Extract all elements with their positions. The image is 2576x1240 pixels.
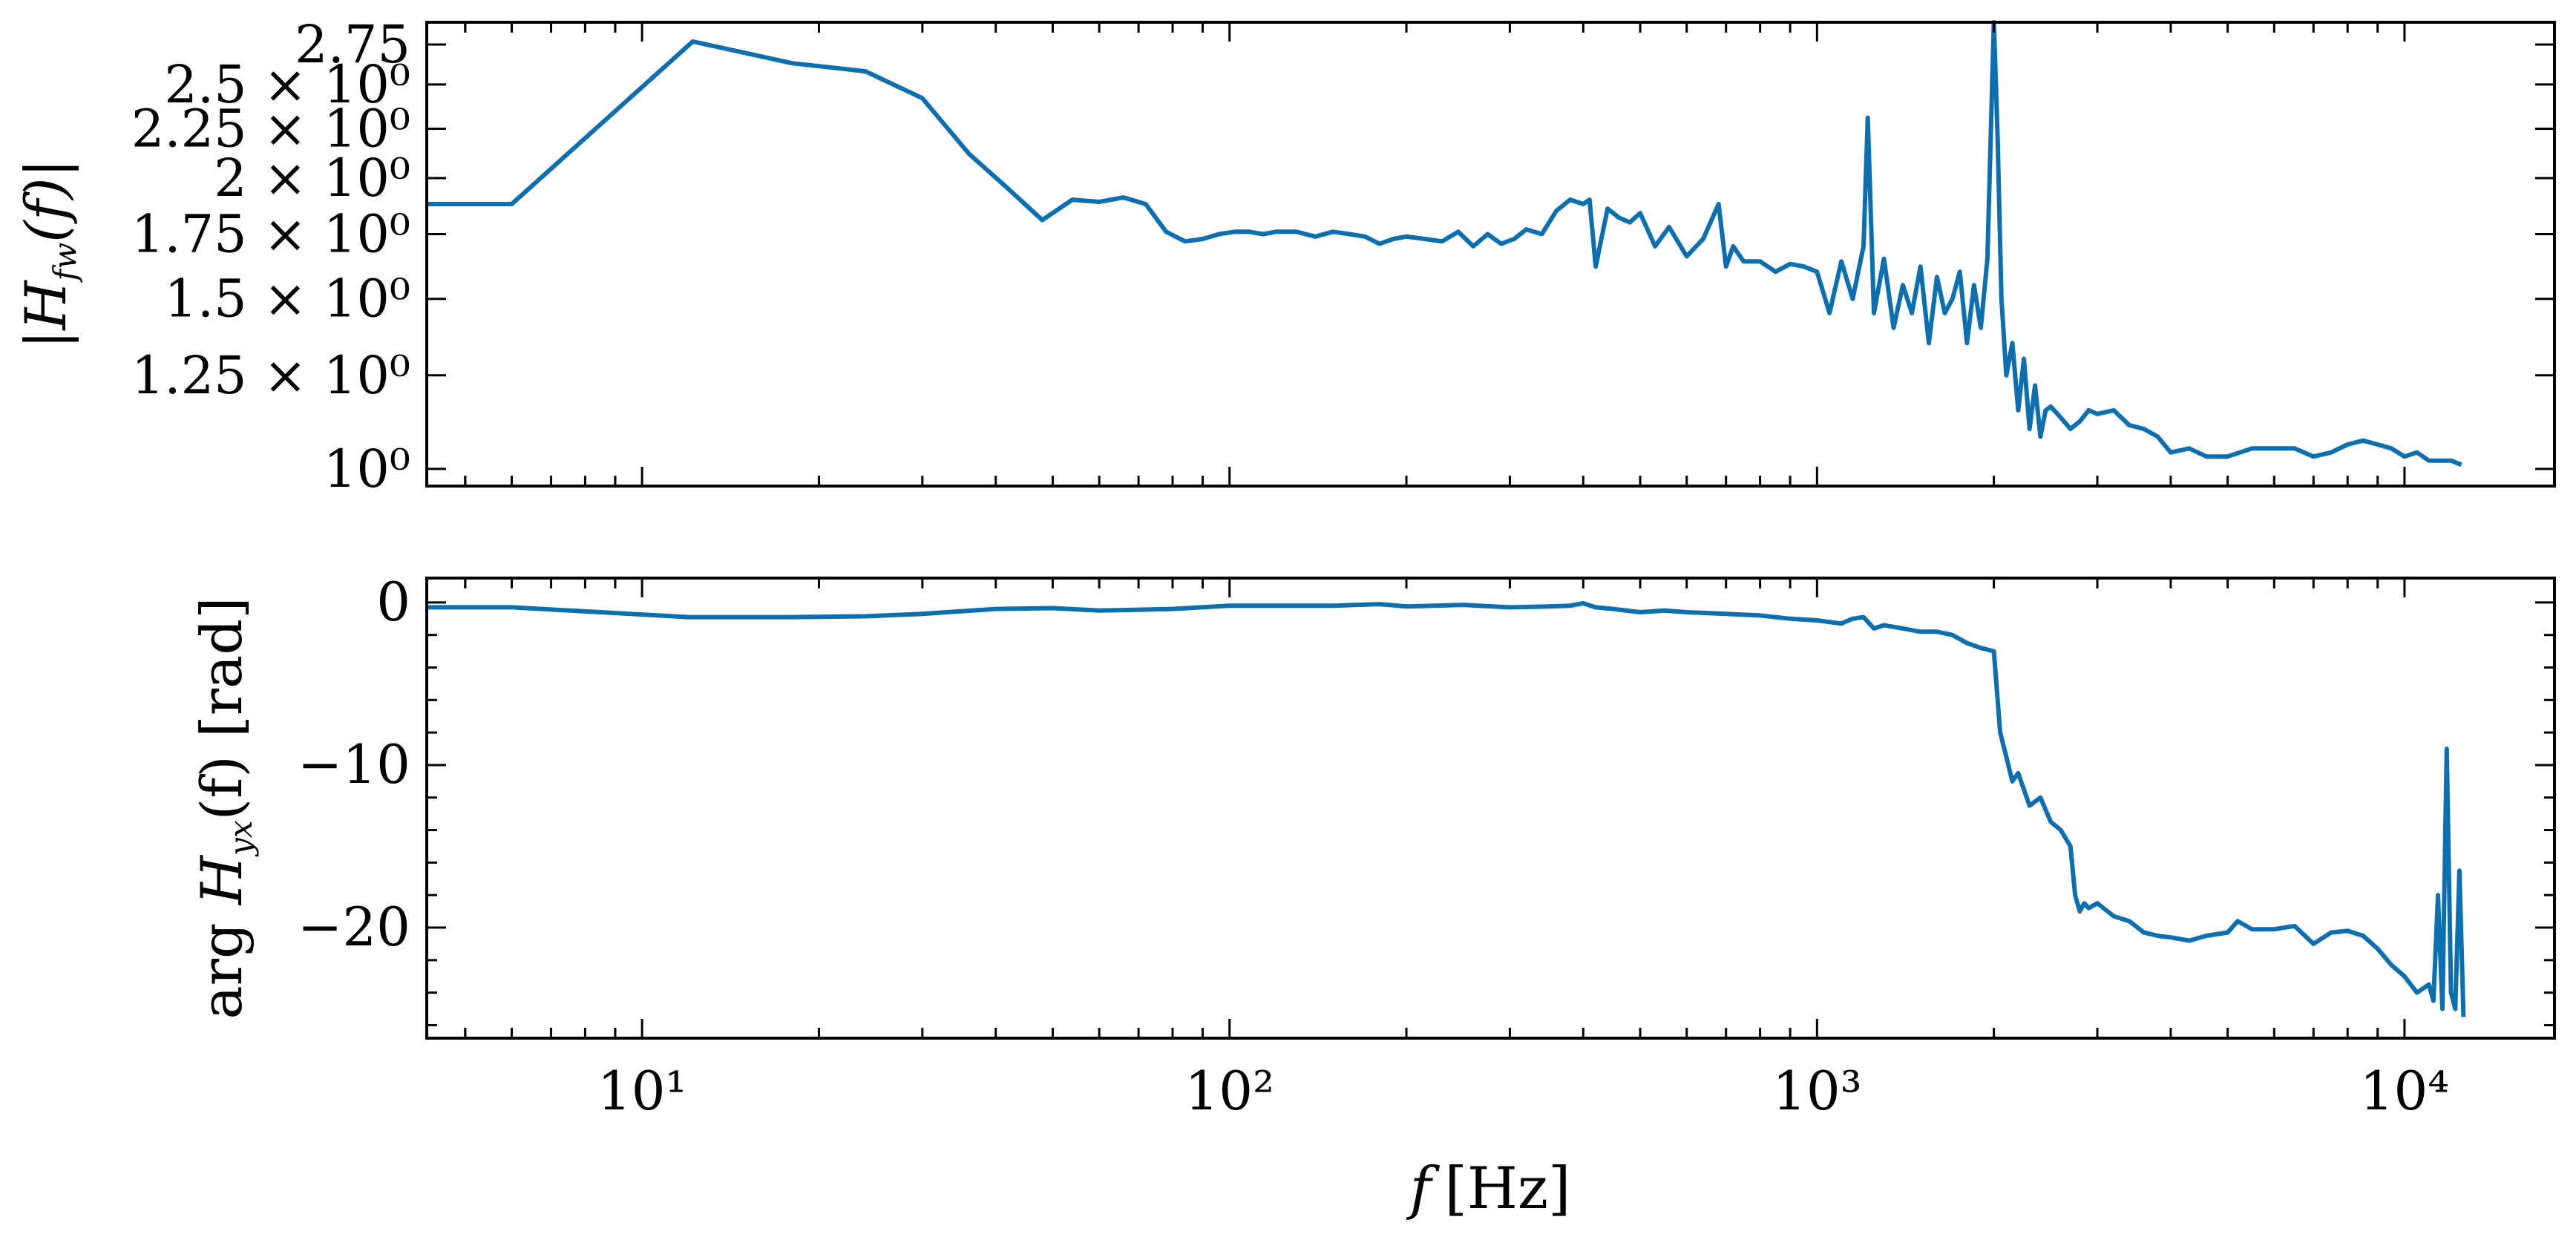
x-tick-label: 10³ xyxy=(1772,1060,1861,1122)
x-tick-label: 10¹ xyxy=(597,1060,686,1122)
bottom-panel: 10¹ 10² 10³ 10⁴ 0 −10 −20 arg Hyx(f) [rad] f[… xyxy=(189,571,2556,1222)
y-tick-label: 1.5 × 10⁰ xyxy=(164,269,410,329)
bottom-y-ticks: 0 −10 −20 xyxy=(298,571,2554,1026)
y-tick-label: 0 xyxy=(376,571,410,633)
y-tick-label: 1.75 × 10⁰ xyxy=(131,204,410,265)
x-axis-label: f [Hz] xyxy=(1406,1155,1571,1222)
y-tick-label: 2.5 × 10⁰ xyxy=(164,54,410,115)
y-tick-label: 1.25 × 10⁰ xyxy=(131,345,410,406)
top-plot-frame xyxy=(425,21,2556,488)
x-tick-label: 10² xyxy=(1184,1060,1274,1122)
y-tick-label: 2.75 xyxy=(295,14,410,75)
y-tick-label: 10⁰ xyxy=(324,439,410,499)
y-tick-label: 2 × 10⁰ xyxy=(214,148,410,209)
phase-line xyxy=(427,601,2466,1017)
x-tick-label: 10⁴ xyxy=(2360,1060,2449,1122)
bottom-x-ticks: 10¹ 10² 10³ 10⁴ xyxy=(464,578,2449,1122)
magnitude-line xyxy=(427,20,2462,468)
bottom-plot-frame xyxy=(425,577,2556,1040)
y-tick-label: −10 xyxy=(298,733,410,795)
top-x-ticks xyxy=(464,22,2406,486)
y-tick-label: −20 xyxy=(298,896,410,958)
top-y-axis-label: |Hfw(f)| xyxy=(13,159,83,349)
y-tick-label: 2.25 × 10⁰ xyxy=(131,98,410,159)
bottom-y-axis-label: arg Hyx(f) [rad] xyxy=(189,597,259,1019)
